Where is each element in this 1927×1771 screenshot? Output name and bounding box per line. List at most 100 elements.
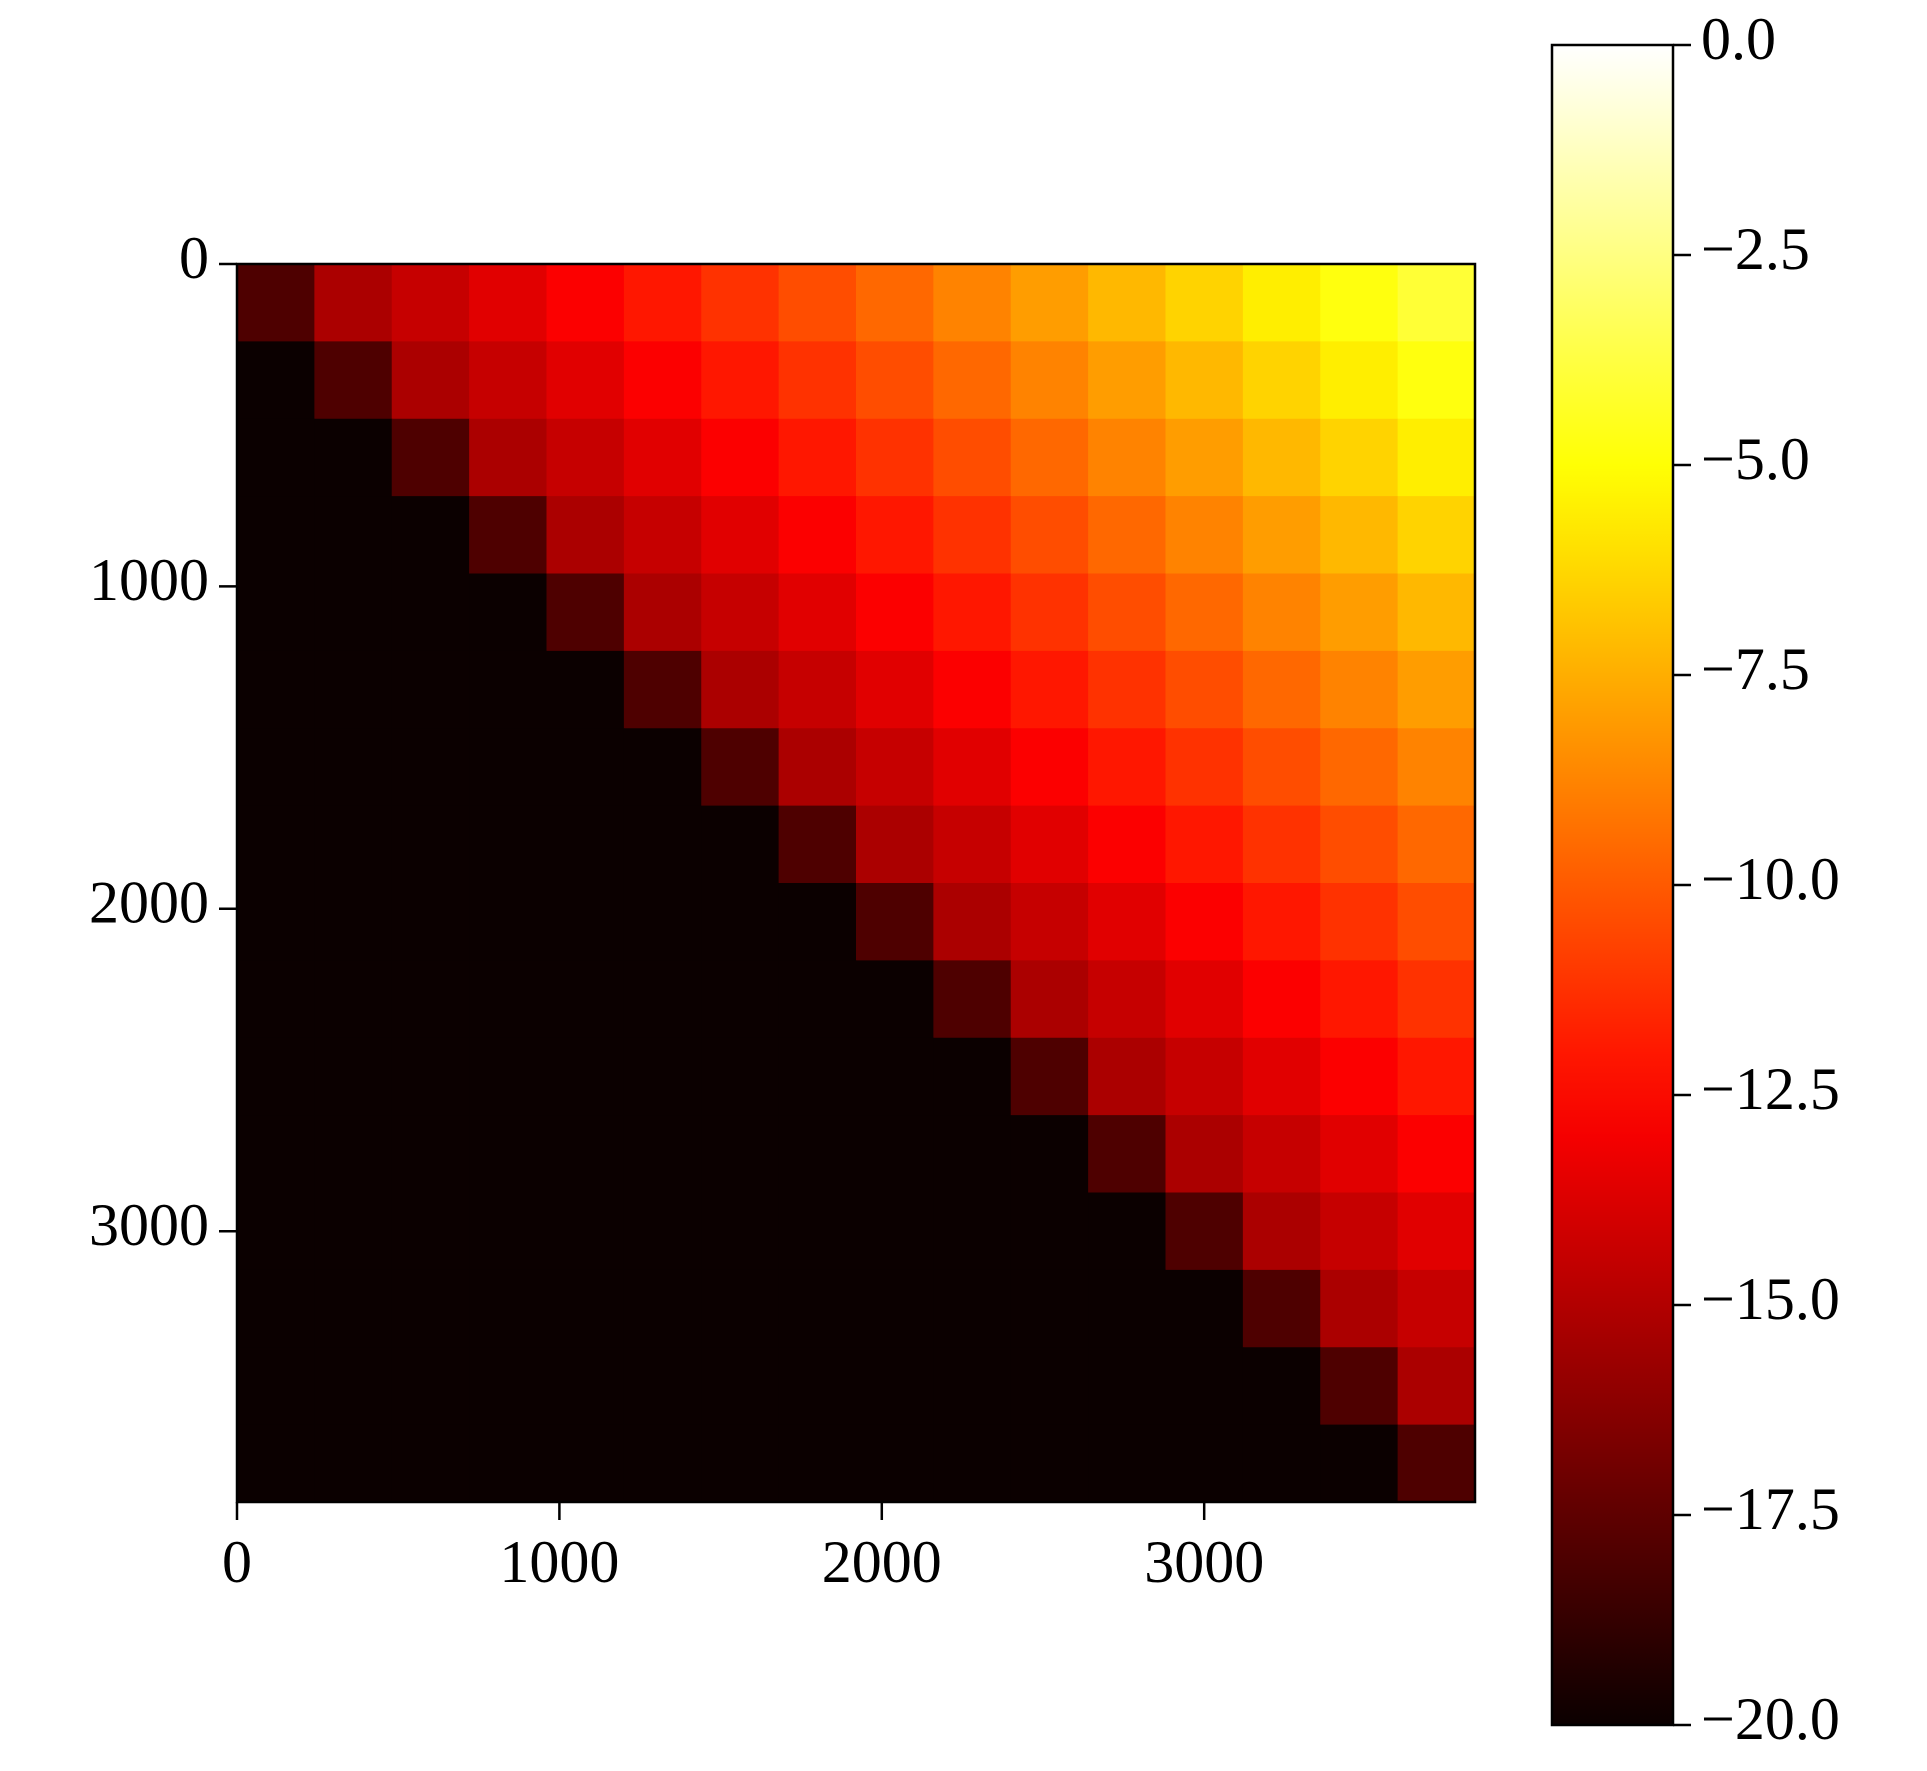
heatmap-cell: [701, 1115, 780, 1193]
heatmap-cell: [623, 1115, 702, 1193]
heatmap-cell: [314, 805, 393, 884]
heatmap-cell: [1088, 650, 1166, 729]
heatmap-cell: [623, 1192, 702, 1271]
heatmap-cell: [469, 960, 547, 1039]
heatmap-cell: [1165, 496, 1244, 574]
heatmap-cell: [778, 264, 857, 342]
heatmap-cell: [1088, 1347, 1166, 1426]
heatmap-cell: [701, 573, 780, 652]
heatmap-cell: [1010, 650, 1089, 729]
heatmap-cell: [1010, 728, 1089, 807]
colorbar-tick-label: −20.0: [1701, 1686, 1840, 1752]
x-tick-label: 1000: [499, 1529, 619, 1595]
heatmap-cell: [546, 1347, 625, 1426]
heatmap-cell: [856, 1115, 934, 1193]
heatmap-cell: [1397, 1347, 1476, 1426]
heatmap-cell: [1010, 496, 1089, 574]
heatmap-cell: [623, 1347, 702, 1426]
heatmap-cell: [623, 960, 702, 1039]
heatmap-cell: [1242, 1269, 1321, 1348]
heatmap-cell: [1010, 418, 1089, 497]
heatmap-cell: [623, 1037, 702, 1116]
heatmap-cell: [469, 728, 547, 807]
heatmap-cell: [469, 1037, 547, 1116]
heatmap-cell: [1165, 728, 1244, 807]
heatmap-cell: [391, 573, 470, 652]
heatmap-cell: [314, 960, 393, 1039]
heatmap-cell: [856, 1192, 934, 1271]
heatmap-cell: [1242, 573, 1321, 652]
heatmap-cell: [856, 573, 934, 652]
heatmap-cell: [391, 805, 470, 884]
heatmap-cell: [469, 650, 547, 729]
heatmap-cell: [933, 650, 1012, 729]
heatmap-cell: [469, 1192, 547, 1271]
heatmap-cell: [469, 264, 547, 342]
heatmap-cell: [314, 883, 393, 961]
heatmap-cell: [1320, 341, 1399, 420]
heatmap-cell: [314, 1424, 393, 1503]
heatmap-cell: [237, 1424, 315, 1503]
heatmap-cell: [701, 418, 780, 497]
heatmap-cell: [1397, 1192, 1476, 1271]
heatmap-cell: [546, 1192, 625, 1271]
heatmap-cell: [778, 1347, 857, 1426]
y-tick-label: 0: [179, 225, 209, 291]
heatmap-cell: [933, 418, 1012, 497]
heatmap-cell: [1010, 1192, 1089, 1271]
colorbar-tick-label: −10.0: [1701, 846, 1840, 912]
heatmap-cell: [314, 1269, 393, 1348]
heatmap-cell: [1242, 1424, 1321, 1503]
heatmap-cell: [546, 805, 625, 884]
heatmap-cell: [701, 264, 780, 342]
heatmap-cell: [1010, 883, 1089, 961]
heatmap-cell: [1320, 650, 1399, 729]
heatmap-cell: [237, 960, 315, 1039]
y-tick-label: 2000: [89, 870, 209, 936]
heatmap-cell: [237, 805, 315, 884]
heatmap-cell: [933, 1115, 1012, 1193]
heatmap-cell: [1397, 1037, 1476, 1116]
heatmap-cell: [1397, 264, 1476, 342]
heatmap-cell: [933, 496, 1012, 574]
heatmap-cell: [1088, 1192, 1166, 1271]
heatmap-cell: [856, 1424, 934, 1503]
heatmap-cell: [778, 1192, 857, 1271]
heatmap-cell: [701, 1269, 780, 1348]
heatmap-cell: [546, 496, 625, 574]
heatmap-cell: [1320, 805, 1399, 884]
heatmap-cell: [623, 573, 702, 652]
heatmap-cell: [391, 418, 470, 497]
heatmap-cell: [701, 496, 780, 574]
heatmap-cell: [1397, 805, 1476, 884]
heatmap-cell: [546, 573, 625, 652]
heatmap-cell: [314, 418, 393, 497]
colorbar-tick-label: −7.5: [1701, 636, 1810, 702]
heatmap-cell: [546, 1269, 625, 1348]
heatmap-cell: [933, 728, 1012, 807]
heatmap-cell: [1165, 1037, 1244, 1116]
heatmap-cell: [778, 960, 857, 1039]
heatmap-cell: [701, 1037, 780, 1116]
heatmap-cell: [1242, 418, 1321, 497]
heatmap-cell: [1397, 650, 1476, 729]
heatmap-cell: [1088, 1269, 1166, 1348]
heatmap-cell: [623, 883, 702, 961]
heatmap-cell: [856, 805, 934, 884]
heatmap-cell: [778, 650, 857, 729]
heatmap-cell: [701, 883, 780, 961]
heatmap-cell: [1165, 650, 1244, 729]
heatmap-cell: [391, 1037, 470, 1116]
heatmap-cell: [856, 418, 934, 497]
heatmap-cell: [1397, 728, 1476, 807]
heatmap-cell: [1397, 496, 1476, 574]
heatmap-cell: [1165, 264, 1244, 342]
heatmap-cell: [1320, 264, 1399, 342]
heatmap-cell: [314, 1115, 393, 1193]
heatmap-cell: [1010, 341, 1089, 420]
heatmap-cell: [1088, 264, 1166, 342]
heatmap-cell: [1010, 264, 1089, 342]
heatmap-cell: [1242, 496, 1321, 574]
heatmap-cell: [1397, 1115, 1476, 1193]
heatmap-cell: [933, 1424, 1012, 1503]
